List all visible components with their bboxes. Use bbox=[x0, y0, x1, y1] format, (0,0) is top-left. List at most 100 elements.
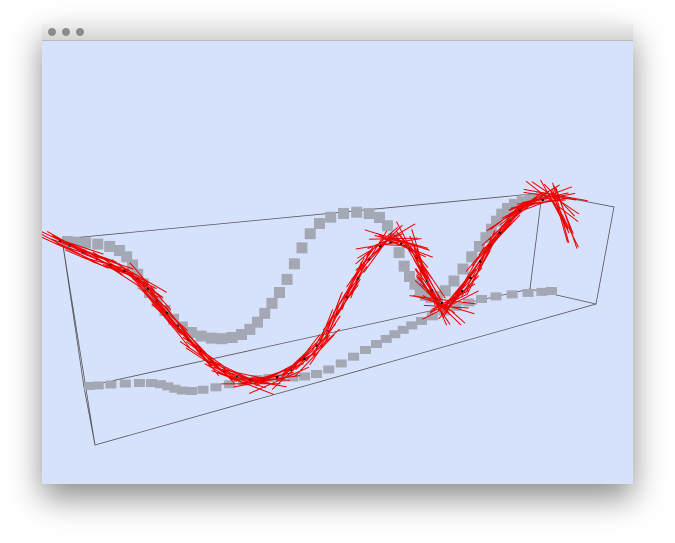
tangent bbox=[355, 237, 422, 250]
wall-square bbox=[121, 251, 133, 263]
sample-point bbox=[478, 260, 482, 263]
floor-square bbox=[155, 380, 167, 389]
tangent bbox=[555, 187, 578, 249]
floor-square bbox=[299, 372, 311, 381]
tangent bbox=[357, 223, 416, 259]
wall-square bbox=[127, 259, 139, 271]
wall-square bbox=[244, 323, 256, 335]
tangent bbox=[375, 232, 429, 249]
wall-square bbox=[374, 212, 385, 223]
wall-square bbox=[480, 232, 492, 244]
tangent bbox=[413, 295, 475, 315]
floor-square bbox=[210, 383, 222, 392]
tangent bbox=[379, 243, 417, 247]
floor-square bbox=[416, 317, 427, 325]
floor-square bbox=[323, 365, 335, 374]
floor-square bbox=[426, 312, 438, 321]
floor-square bbox=[536, 287, 548, 296]
floor-square bbox=[397, 325, 409, 334]
tangent bbox=[75, 248, 118, 263]
tangent bbox=[552, 200, 570, 234]
sample-point bbox=[541, 198, 545, 202]
tangent bbox=[409, 295, 477, 305]
box-front bbox=[61, 192, 615, 446]
wall-square bbox=[496, 208, 508, 220]
wall-square bbox=[502, 203, 513, 214]
wall-square bbox=[62, 236, 73, 247]
floor-square bbox=[476, 295, 487, 303]
wall-square bbox=[419, 289, 431, 301]
floor-square bbox=[311, 370, 322, 378]
floor-square bbox=[84, 382, 95, 390]
sample-point bbox=[498, 231, 502, 235]
floor-square bbox=[371, 340, 382, 348]
wall-square bbox=[104, 240, 116, 252]
3d-view bbox=[42, 179, 615, 446]
wall-square bbox=[466, 251, 478, 263]
wall-square bbox=[266, 297, 278, 309]
wall-square bbox=[259, 307, 271, 319]
tangent bbox=[410, 247, 446, 299]
tangent bbox=[324, 302, 341, 344]
tangent bbox=[186, 333, 216, 364]
wall-square bbox=[508, 198, 520, 210]
floor-square bbox=[490, 292, 502, 301]
trajectory bbox=[42, 179, 588, 395]
tangent bbox=[96, 258, 157, 290]
floor-square bbox=[197, 385, 209, 394]
tangent bbox=[158, 309, 191, 349]
wall-square bbox=[404, 271, 415, 282]
floor-square bbox=[105, 380, 117, 389]
projections bbox=[62, 192, 557, 395]
wall-square bbox=[351, 206, 363, 218]
floor-square bbox=[134, 378, 146, 387]
wall-square bbox=[409, 278, 421, 290]
tangent bbox=[505, 191, 549, 224]
floor-square bbox=[162, 382, 174, 391]
wall-square bbox=[69, 236, 81, 248]
wall-square bbox=[132, 268, 144, 280]
sample-point bbox=[399, 242, 403, 246]
wall-square bbox=[432, 291, 443, 302]
tangent bbox=[266, 352, 316, 380]
floor-square bbox=[348, 352, 360, 361]
tangent bbox=[332, 265, 368, 314]
floor-square bbox=[287, 373, 299, 382]
minimize-button[interactable] bbox=[62, 28, 70, 36]
wall-square bbox=[398, 260, 410, 272]
zoom-button[interactable] bbox=[76, 28, 84, 36]
wall-square bbox=[251, 316, 263, 328]
floor-square bbox=[438, 307, 450, 316]
tangent bbox=[325, 291, 343, 336]
wall-square bbox=[439, 285, 451, 297]
wall-square bbox=[314, 218, 325, 229]
sample-point bbox=[469, 276, 472, 280]
title-bar bbox=[42, 24, 633, 41]
wall-square bbox=[236, 329, 247, 340]
floor-square bbox=[389, 330, 401, 339]
close-button[interactable] bbox=[48, 28, 56, 36]
tangent bbox=[240, 375, 301, 384]
wall-square bbox=[448, 275, 460, 287]
wall-square bbox=[474, 241, 485, 252]
floor-square bbox=[506, 290, 518, 299]
tangent bbox=[516, 192, 576, 205]
tangent bbox=[522, 192, 569, 203]
tangent bbox=[294, 334, 335, 377]
floor-square bbox=[522, 288, 534, 297]
floor-square bbox=[176, 386, 188, 395]
floor-square bbox=[119, 379, 131, 388]
floor-square bbox=[186, 387, 197, 395]
wall-square bbox=[296, 242, 308, 254]
floor-square bbox=[169, 384, 181, 393]
wall-square bbox=[393, 247, 405, 259]
floor-square bbox=[450, 302, 462, 311]
wall-square bbox=[206, 332, 217, 344]
wall-square bbox=[516, 196, 528, 208]
wall-square bbox=[325, 211, 337, 223]
wall-square bbox=[92, 238, 104, 250]
tangent bbox=[259, 363, 304, 381]
wall-square bbox=[281, 273, 293, 285]
tangent bbox=[364, 229, 430, 251]
